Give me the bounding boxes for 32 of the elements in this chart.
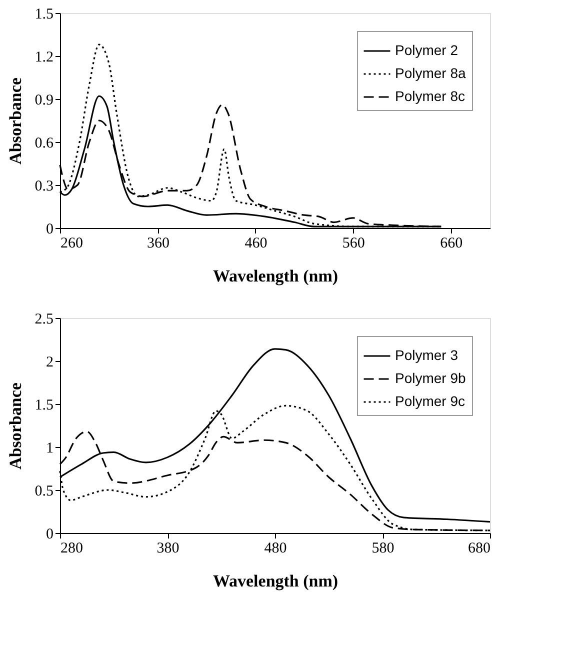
- x-tick-label: 460: [244, 236, 268, 252]
- x-tick-label: 660: [440, 236, 463, 252]
- legend-label: Polymer 8c: [395, 88, 466, 104]
- y-tick-label: 1.2: [34, 50, 54, 66]
- legend-label: Polymer 9c: [395, 393, 466, 409]
- y-tick-label: 0: [46, 526, 54, 542]
- y-axis-title: Absorbance: [6, 77, 25, 164]
- x-axis-title: Wavelength (nm): [212, 266, 338, 286]
- x-tick-label: 380: [156, 540, 180, 556]
- x-tick-label: 580: [372, 540, 394, 556]
- legend-label: Polymer 9b: [395, 370, 466, 386]
- y-axis-title: Absorbance: [6, 382, 25, 470]
- x-tick-label: 680: [468, 540, 490, 556]
- y-tick-label: 0: [46, 222, 54, 238]
- y-tick-label: 1: [46, 440, 54, 456]
- x-axis-title: Wavelength (nm): [212, 572, 338, 590]
- y-tick-label: 0.3: [34, 178, 54, 194]
- y-tick-label: 0.6: [34, 136, 54, 152]
- x-tick-label: 360: [146, 236, 170, 252]
- y-tick-label: 0.5: [34, 484, 54, 500]
- y-tick-label: 2.5: [34, 312, 54, 328]
- y-tick-label: 1.5: [34, 398, 54, 414]
- legend-label: Polymer 2: [395, 42, 458, 58]
- x-tick-label: 560: [342, 236, 365, 252]
- x-tick-label: 280: [60, 540, 83, 556]
- y-tick-label: 2: [46, 354, 54, 370]
- y-tick-label: 1.5: [34, 6, 54, 22]
- x-tick-label: 260: [60, 236, 83, 252]
- legend-label: Polymer 3: [395, 347, 458, 363]
- y-tick-label: 0.9: [34, 92, 54, 108]
- legend-label: Polymer 8a: [395, 65, 466, 81]
- x-tick-label: 480: [264, 540, 287, 556]
